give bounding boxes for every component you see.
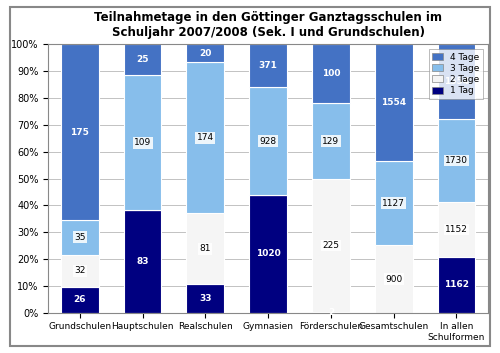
Bar bbox=[375, 161, 412, 245]
Bar bbox=[124, 75, 162, 210]
Bar bbox=[250, 88, 287, 195]
Text: 1554: 1554 bbox=[381, 98, 406, 107]
Bar bbox=[312, 312, 350, 313]
Text: 1162: 1162 bbox=[444, 280, 469, 289]
Bar bbox=[375, 44, 412, 161]
Text: 109: 109 bbox=[134, 138, 151, 147]
Text: 928: 928 bbox=[260, 137, 276, 145]
Text: 26: 26 bbox=[74, 295, 86, 304]
Text: 175: 175 bbox=[70, 127, 89, 137]
Bar bbox=[186, 44, 224, 62]
Text: 81: 81 bbox=[200, 244, 211, 253]
Bar bbox=[312, 179, 350, 312]
Bar bbox=[61, 44, 98, 220]
Bar bbox=[438, 257, 476, 313]
Bar bbox=[124, 210, 162, 313]
Bar bbox=[438, 202, 476, 257]
Bar bbox=[61, 255, 98, 287]
Text: 1730: 1730 bbox=[445, 156, 468, 165]
Text: 1152: 1152 bbox=[445, 225, 468, 234]
Bar bbox=[186, 62, 224, 214]
Text: 100: 100 bbox=[322, 70, 340, 78]
Text: 1127: 1127 bbox=[382, 199, 405, 208]
Title: Teilnahmetage in den Göttinger Ganztagsschulen im
Schuljahr 2007/2008 (Sek. I un: Teilnahmetage in den Göttinger Ganztagss… bbox=[94, 11, 442, 39]
Bar bbox=[250, 195, 287, 313]
Text: 900: 900 bbox=[385, 275, 402, 283]
Text: 174: 174 bbox=[197, 133, 214, 142]
Bar bbox=[61, 287, 98, 313]
Text: 33: 33 bbox=[199, 294, 211, 303]
Bar bbox=[186, 214, 224, 284]
Bar bbox=[186, 284, 224, 313]
Text: 32: 32 bbox=[74, 266, 86, 275]
Text: 225: 225 bbox=[322, 241, 340, 250]
Text: 1020: 1020 bbox=[256, 249, 280, 258]
Text: 2: 2 bbox=[328, 308, 334, 317]
Bar bbox=[375, 245, 412, 313]
Text: 20: 20 bbox=[199, 49, 211, 58]
Legend: 4 Tage, 3 Tage, 2 Tage, 1 Tag: 4 Tage, 3 Tage, 2 Tage, 1 Tag bbox=[428, 49, 484, 99]
Text: 1554: 1554 bbox=[444, 77, 469, 86]
Bar bbox=[124, 44, 162, 75]
Bar bbox=[312, 103, 350, 179]
Bar bbox=[250, 44, 287, 88]
Bar bbox=[438, 44, 476, 119]
Text: 25: 25 bbox=[136, 55, 149, 64]
Bar bbox=[312, 44, 350, 103]
Text: 83: 83 bbox=[136, 257, 149, 266]
Bar bbox=[61, 220, 98, 255]
Text: 35: 35 bbox=[74, 233, 86, 242]
Text: 129: 129 bbox=[322, 137, 340, 146]
Text: 371: 371 bbox=[258, 61, 278, 70]
Bar bbox=[438, 119, 476, 202]
